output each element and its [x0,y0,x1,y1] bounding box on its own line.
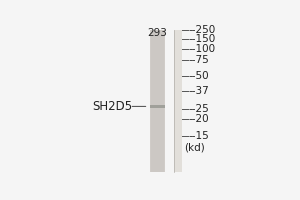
Text: (kd): (kd) [184,142,205,152]
Text: --75: --75 [189,55,209,65]
Bar [150,105,165,108]
Text: --20: --20 [189,114,209,124]
Text: SH2D5: SH2D5 [92,100,132,113]
Text: --15: --15 [189,131,209,141]
Text: --50: --50 [189,71,209,81]
Bar [151,30,164,172]
Text: 293: 293 [147,28,167,38]
Text: --150: --150 [189,34,216,44]
Bar [150,30,165,172]
Bar [173,30,182,172]
Text: --100: --100 [189,44,216,54]
Text: --37: --37 [189,86,209,96]
Text: --25: --25 [189,104,209,114]
Text: --250: --250 [189,25,216,35]
